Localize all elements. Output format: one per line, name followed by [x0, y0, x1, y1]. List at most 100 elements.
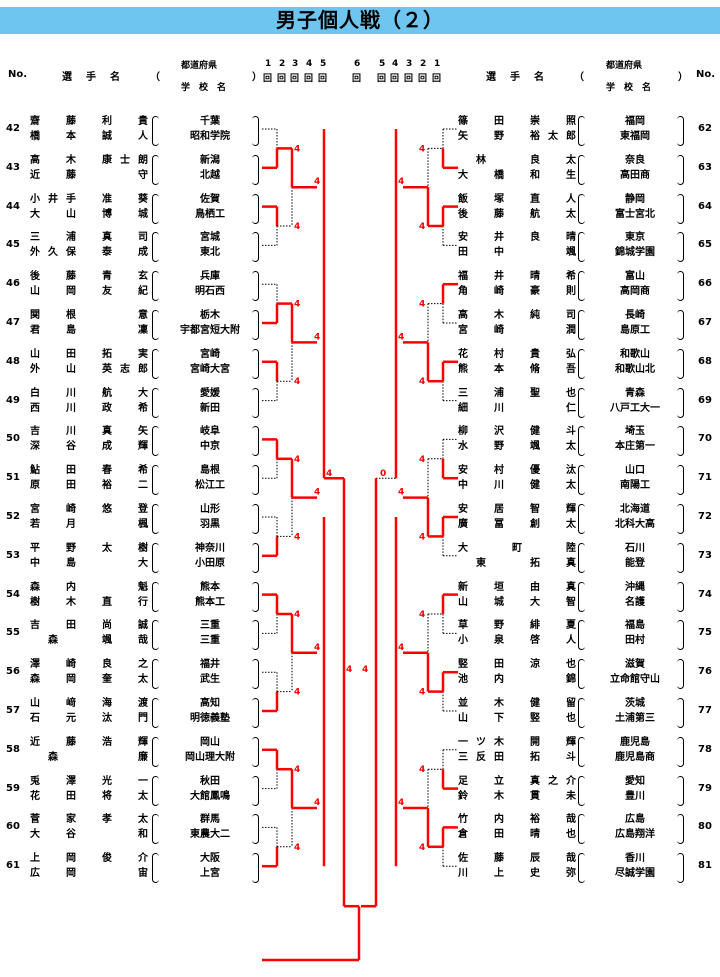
player-name: 中 島 大 [30, 557, 148, 569]
player-name: 大 山 博 城 [30, 208, 148, 220]
player-name: 若 月 楓 [30, 519, 148, 530]
school-name: 松江工 [195, 480, 225, 492]
entry-number: 43 [6, 161, 20, 173]
bracket-close [677, 465, 684, 496]
bracket-close [252, 542, 259, 573]
player-name: 篠 田 崇 照 [458, 116, 576, 127]
match-score: 4 [294, 455, 300, 465]
match-score: 4 [326, 469, 332, 479]
school-name: 南陽工 [620, 480, 650, 492]
prefecture: 沖縄 [625, 581, 645, 593]
bracket-open [152, 426, 159, 457]
round-label-right-5: 5 [379, 59, 386, 69]
bracket-open [152, 504, 159, 534]
bracket-close [252, 193, 259, 224]
player-name: 森 颯 哉 [30, 635, 148, 647]
entry-number: 59 [6, 782, 20, 794]
player-name: 高 木 康士朗 [30, 154, 148, 166]
bracket-close [252, 465, 259, 496]
entry-number: 63 [698, 161, 712, 173]
prefecture: 岡山 [200, 736, 220, 748]
bracket-open [152, 736, 159, 767]
prefecture: 島根 [200, 465, 220, 477]
bracket-open [578, 542, 585, 573]
player-name: 細 川 仁 [458, 402, 576, 414]
bracket-close [252, 853, 259, 884]
prefecture: 群馬 [200, 814, 220, 826]
entry-number: 55 [6, 627, 20, 639]
bracket-close [677, 116, 684, 146]
entry-number: 57 [6, 705, 20, 716]
match-score: 4 [314, 643, 320, 653]
school-name: 高田商 [620, 169, 650, 181]
player-name: 小 泉 啓 人 [458, 635, 576, 647]
prefecture: 長崎 [625, 310, 645, 321]
player-name: 大 谷 和 [30, 829, 148, 841]
header-name-left: 選 手 名 [62, 72, 122, 83]
prefecture: 愛媛 [200, 387, 220, 399]
school-name: 豊川 [625, 790, 645, 802]
header-no-right: No. [696, 69, 716, 80]
prefecture: 山口 [625, 465, 645, 477]
prefecture: 福岡 [625, 116, 645, 127]
bracket-close [677, 310, 684, 340]
round-unit-right-4: 回 [390, 74, 400, 84]
player-name: 鈴 木 貫 未 [458, 790, 576, 802]
match-score: 4 [419, 300, 425, 310]
entry-number: 78 [698, 743, 712, 755]
match-score: 4 [419, 765, 425, 775]
round-unit-left-4: 回 [304, 74, 314, 84]
prefecture: 北海道 [620, 504, 650, 515]
entry-number: 66 [698, 278, 712, 290]
entry-number: 67 [698, 317, 712, 328]
bracket-close [677, 348, 684, 379]
entry-number: 45 [6, 239, 20, 251]
title-banner: 男子個人戦（２） [0, 7, 720, 34]
bracket-open [578, 504, 585, 534]
prefecture: 茨城 [625, 698, 645, 709]
school-name: 鹿児島商 [615, 751, 655, 763]
player-name: 外 山 英志郎 [30, 363, 148, 375]
player-name: 竪 田 涼 也 [458, 659, 576, 671]
header-close-paren-right: ） [678, 72, 688, 83]
bracket-close [677, 659, 684, 690]
bracket-close [677, 775, 684, 806]
bracket-close [252, 504, 259, 534]
match-score: 4 [419, 610, 425, 620]
bracket-close [252, 387, 259, 418]
match-score: 4 [314, 177, 320, 187]
bracket-close [252, 116, 259, 146]
bracket-open [578, 426, 585, 457]
school-name: 北科大高 [615, 519, 655, 530]
school-name: 田村 [625, 635, 645, 647]
round-unit-right-5: 回 [377, 74, 387, 84]
player-name: 鮎 田 春 希 [30, 465, 148, 477]
player-name: 吉 川 真 矢 [30, 426, 148, 438]
school-name: 岡山理大附 [185, 751, 235, 763]
entry-number: 73 [698, 549, 712, 561]
match-score: 4 [294, 222, 300, 232]
entry-number: 56 [6, 666, 20, 678]
prefecture: 大阪 [200, 853, 220, 865]
match-score: 4 [314, 798, 320, 808]
prefecture: 神奈川 [195, 542, 225, 554]
player-name: 竹 内 裕 哉 [458, 814, 576, 826]
bracket-close [677, 193, 684, 224]
player-name: 橋 本 誠 人 [30, 131, 148, 142]
player-name: 山 田 拓 実 [30, 348, 148, 360]
match-score: 4 [398, 332, 404, 342]
bracket-close [252, 698, 259, 728]
bracket-close [677, 271, 684, 302]
match-score: 4 [294, 377, 300, 387]
bracket-open [152, 698, 159, 728]
entry-number: 75 [698, 627, 712, 639]
player-name: 森 内 魁 [30, 581, 148, 593]
header-open-paren-right: （ [574, 72, 584, 83]
school-name: 土浦第三 [615, 713, 655, 724]
school-name: 明徳義塾 [190, 713, 230, 724]
round-unit-center: 回 [352, 74, 362, 84]
player-name: 東 拓 真 [458, 557, 576, 569]
bracket-close [677, 853, 684, 884]
match-score: 4 [294, 144, 300, 154]
